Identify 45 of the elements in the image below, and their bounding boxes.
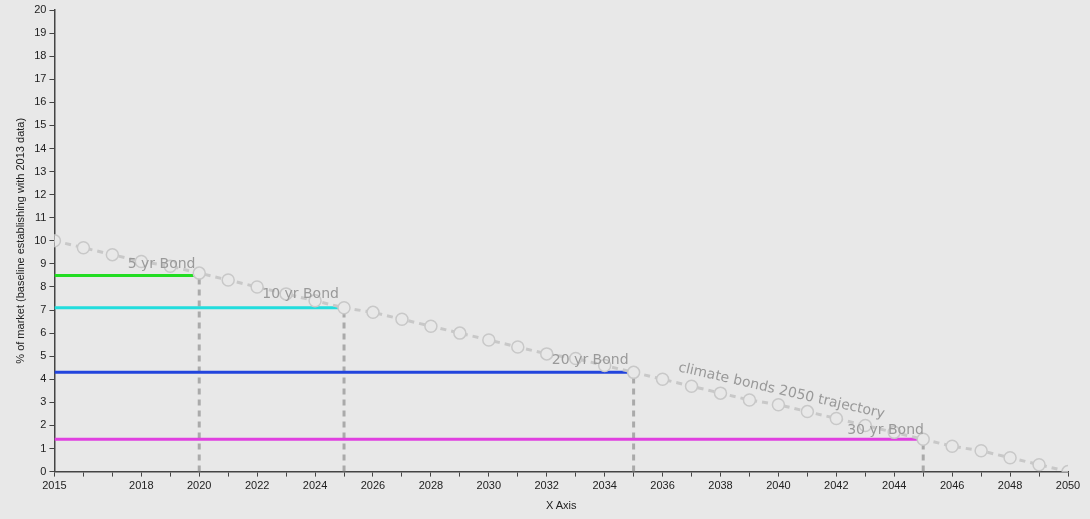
y-axis-title: % of market (baseline establishing with 2013 data) [13, 117, 26, 364]
annotation: 30 yr Bond [847, 420, 924, 437]
y-tick-label: 13 [34, 164, 47, 177]
annotation: 10 yr Bond [262, 284, 339, 301]
y-tick-label: 1 [40, 441, 47, 454]
y-tick-label: 9 [40, 256, 47, 269]
y-tick-label: 3 [40, 395, 47, 408]
x-tick-label: 2024 [302, 479, 328, 492]
y-tick-label: 8 [40, 279, 47, 292]
y-tick-label: 5 [40, 349, 47, 362]
x-axis-title: X Axis [545, 499, 577, 512]
x-tick-label: 2050 [1055, 479, 1081, 492]
x-tick-label: 2015 [42, 479, 67, 492]
y-tick-label: 16 [34, 95, 47, 108]
y-tick-label: 11 [35, 210, 47, 223]
x-tick-label: 2046 [939, 479, 965, 492]
x-tick-label: 2030 [476, 479, 502, 492]
y-tick-label: 4 [40, 372, 47, 385]
y-tick-label: 14 [34, 141, 47, 154]
x-tick-label: 2028 [418, 479, 444, 492]
y-tick-label: 18 [34, 49, 47, 62]
x-tick-label: 2034 [592, 479, 617, 492]
annotation: 20 yr Bond [551, 351, 629, 368]
y-tick-label: 7 [40, 303, 47, 316]
y-tick-label: 6 [40, 326, 47, 339]
x-tick-label: 2032 [534, 479, 559, 492]
x-tick-label: 2048 [997, 479, 1023, 492]
x-tick-label: 2026 [360, 479, 386, 492]
x-tick-label: 2042 [824, 479, 849, 492]
y-tick-label: 17 [34, 72, 47, 85]
x-tick-label: 2020 [186, 479, 212, 492]
y-tick-label: 19 [34, 26, 47, 39]
x-tick-label: 2044 [882, 479, 907, 492]
x-tick-label: 2038 [708, 479, 733, 492]
x-tick-label: 2018 [129, 479, 154, 492]
annotation: 5 yr Bond [127, 254, 196, 271]
x-tick-label: 2022 [244, 479, 270, 492]
y-tick-label: 15 [34, 118, 47, 131]
y-tick-label: 10 [34, 233, 47, 246]
x-tick-label: 2040 [766, 479, 791, 492]
y-tick-label: 12 [34, 187, 47, 200]
y-tick-label: 0 [40, 464, 47, 477]
y-tick-label: 2 [40, 418, 47, 431]
y-tick-label: 20 [34, 3, 47, 16]
x-tick-label: 2036 [650, 479, 675, 492]
